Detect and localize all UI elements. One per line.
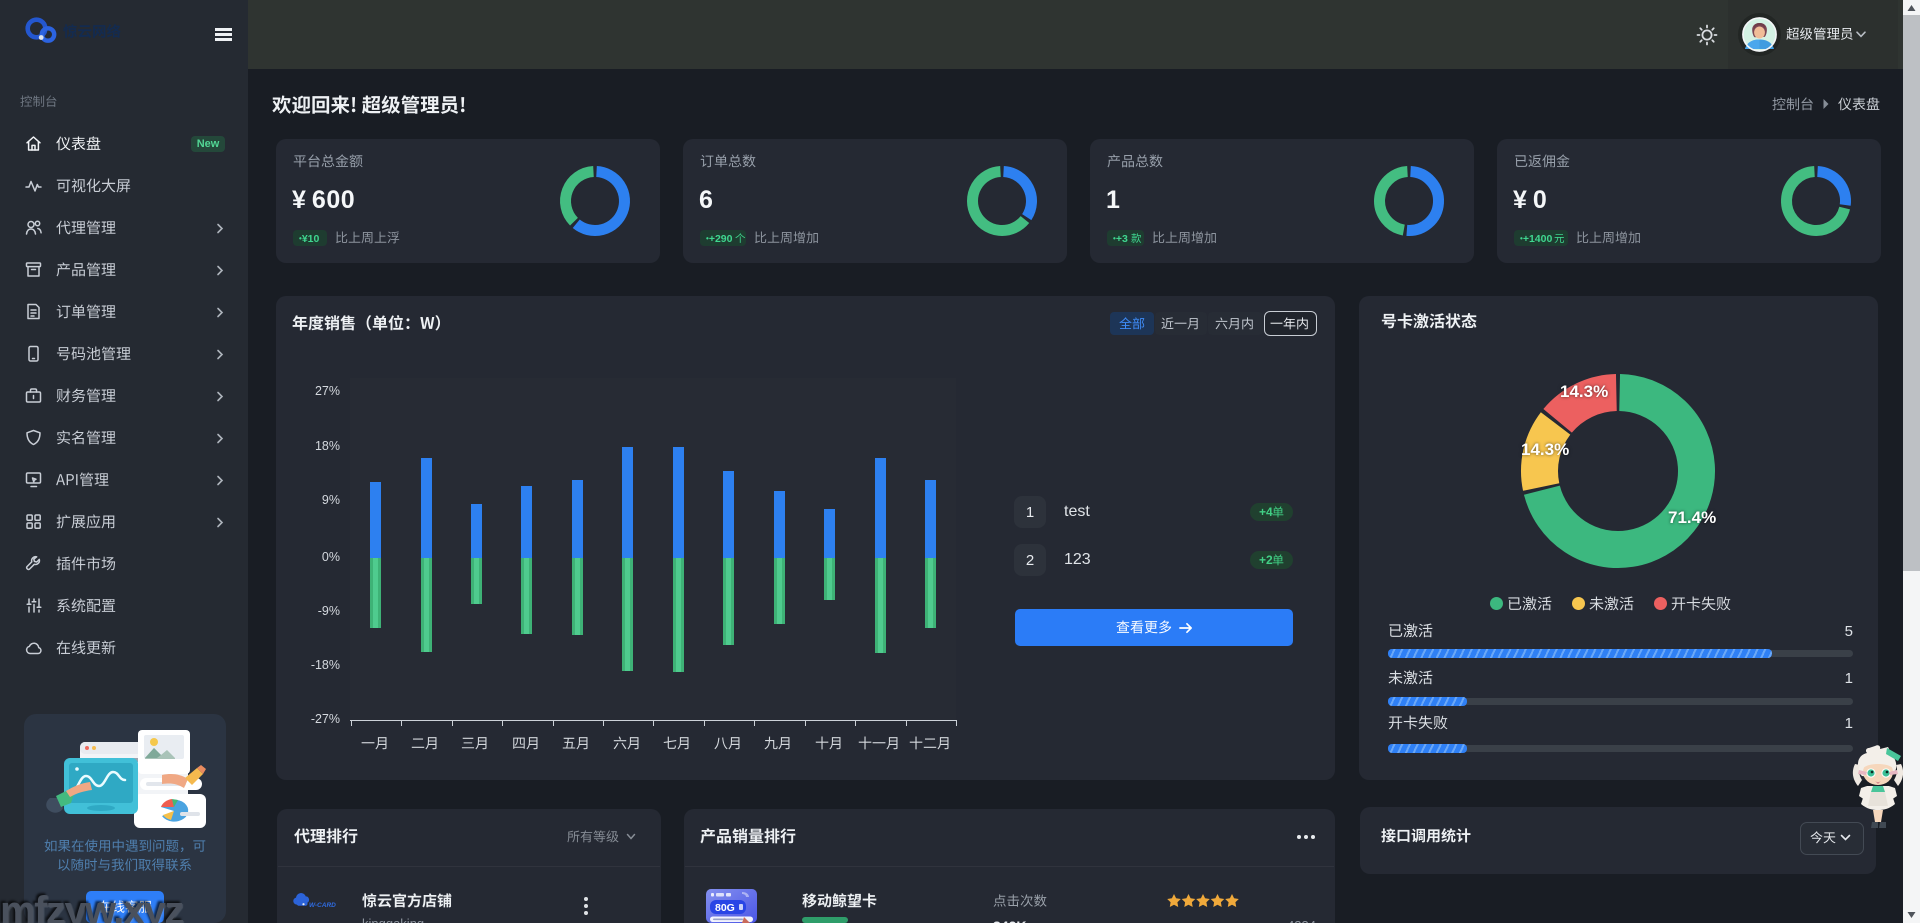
svg-text:W-CARD: W-CARD <box>309 902 336 909</box>
svg-text:80G: 80G <box>715 902 735 914</box>
